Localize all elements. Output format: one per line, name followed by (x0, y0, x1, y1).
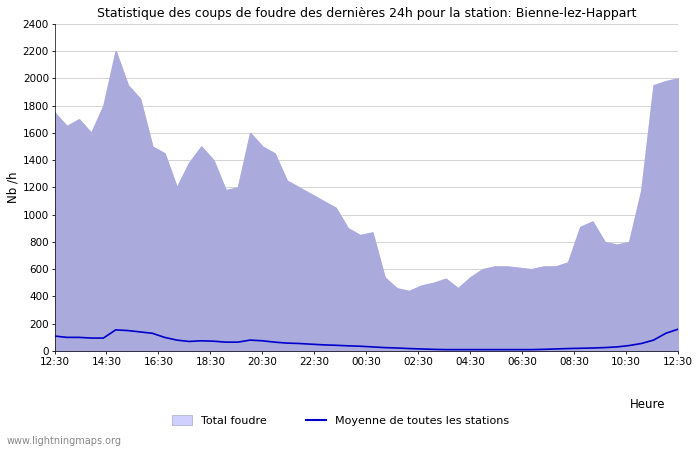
Y-axis label: Nb /h: Nb /h (7, 172, 20, 203)
Text: Heure: Heure (629, 398, 665, 411)
Text: www.lightningmaps.org: www.lightningmaps.org (7, 436, 122, 446)
Title: Statistique des coups de foudre des dernières 24h pour la station: Bienne-lez-Ha: Statistique des coups de foudre des dern… (97, 7, 636, 20)
